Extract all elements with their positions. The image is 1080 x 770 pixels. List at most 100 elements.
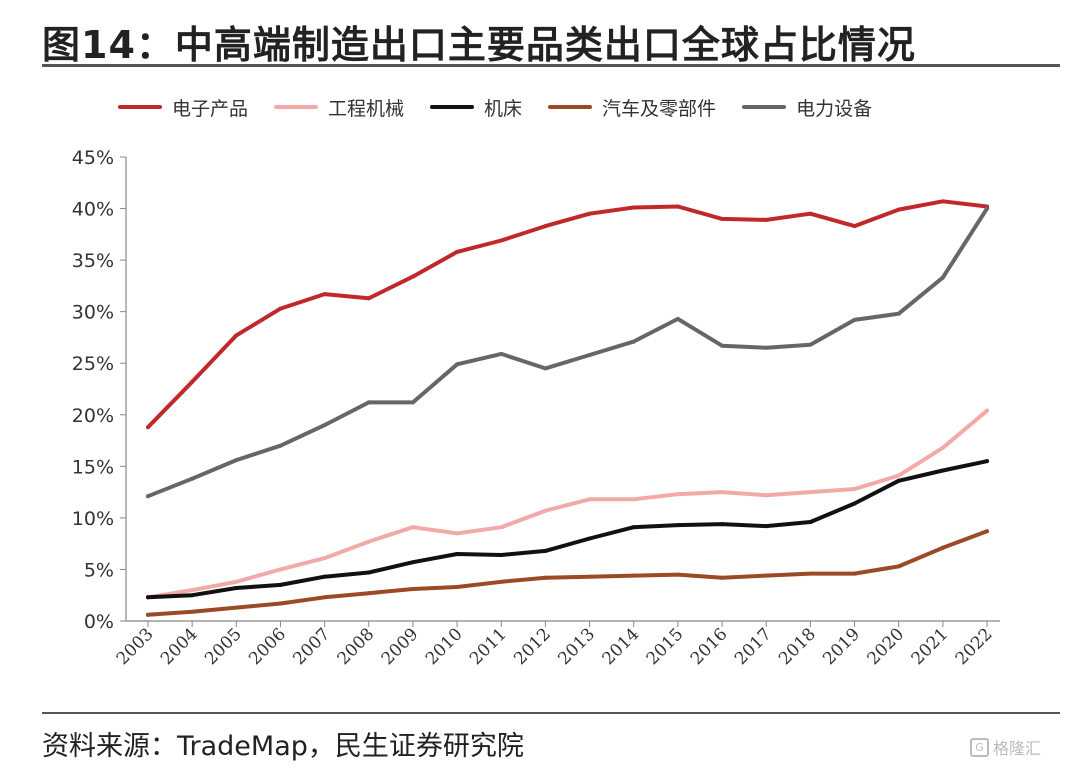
data-point [234, 333, 239, 338]
data-point [278, 306, 283, 311]
data-point [278, 601, 283, 606]
x-tick-label: 2014 [599, 624, 644, 669]
data-point [764, 524, 769, 529]
watermark: G 格隆汇 [970, 735, 1041, 759]
data-point [896, 207, 901, 212]
footer-divider [42, 712, 1060, 714]
data-point [543, 224, 548, 229]
data-point [499, 351, 504, 356]
data-point [631, 339, 636, 344]
series-line-2 [146, 408, 989, 600]
y-tick-label: 45% [72, 147, 114, 169]
legend-label: 电力设备 [796, 97, 873, 120]
y-tick-label: 30% [72, 302, 114, 324]
x-tick-label: 2018 [775, 624, 820, 669]
y-tick-label: 35% [72, 250, 114, 272]
data-point [146, 595, 150, 600]
x-tick-label: 2015 [643, 624, 688, 669]
data-point [190, 379, 195, 384]
data-point [631, 205, 636, 210]
data-point [675, 316, 680, 321]
data-point [985, 459, 989, 464]
legend-item: 电子产品 [118, 94, 248, 121]
data-point [455, 584, 460, 589]
data-point [764, 493, 769, 498]
data-point [985, 529, 989, 534]
data-point [543, 575, 548, 580]
chart-legend: 电子产品 工程机械 机床 汽车及零部件 电力设备 [118, 92, 898, 122]
x-tick-label: 2009 [378, 624, 423, 669]
data-point [587, 574, 592, 579]
data-point [720, 522, 725, 527]
legend-label: 机床 [484, 97, 523, 120]
data-point [146, 425, 150, 430]
data-point [499, 553, 504, 558]
data-point [896, 478, 901, 483]
data-point [190, 476, 195, 481]
x-tick-label: 2020 [863, 624, 908, 669]
y-tick-label: 10% [72, 508, 114, 530]
data-point [543, 548, 548, 553]
data-point [587, 536, 592, 541]
data-point [190, 588, 195, 593]
data-point [985, 408, 989, 413]
y-tick-label: 15% [72, 456, 114, 478]
data-point [278, 582, 283, 587]
data-point [808, 571, 813, 576]
data-point [543, 508, 548, 513]
data-point [940, 199, 945, 204]
legend-label: 汽车及零部件 [602, 97, 717, 120]
x-tick-label: 2004 [157, 624, 202, 669]
data-point [764, 345, 769, 350]
legend-swatch [742, 105, 787, 109]
data-point [631, 573, 636, 578]
data-point [720, 343, 725, 348]
x-tick-label: 2022 [952, 624, 997, 669]
data-point [146, 612, 150, 617]
chart-title: 图14：中高端制造出口主要品类出口全球占比情况 [42, 23, 916, 67]
data-point [940, 468, 945, 473]
data-point [631, 525, 636, 530]
data-point [190, 593, 195, 598]
legend-label: 工程机械 [328, 97, 405, 120]
data-point [852, 501, 857, 506]
data-point [410, 560, 415, 565]
legend-swatch [430, 105, 475, 109]
data-point [808, 211, 813, 216]
data-point [366, 570, 371, 575]
y-tick-label: 20% [72, 405, 114, 427]
x-tick-label: 2006 [245, 624, 290, 669]
data-point [234, 579, 239, 584]
x-tick-label: 2005 [201, 624, 246, 669]
data-point [675, 572, 680, 577]
data-point [675, 204, 680, 209]
data-point [455, 551, 460, 556]
data-point [366, 400, 371, 405]
data-point [985, 206, 989, 211]
data-point [410, 400, 415, 405]
data-point [896, 564, 901, 569]
data-point [808, 490, 813, 495]
data-point [543, 366, 548, 371]
data-point [720, 575, 725, 580]
legend-item: 汽车及零部件 [548, 94, 716, 121]
x-tick-label: 2007 [289, 624, 334, 669]
data-point [499, 579, 504, 584]
data-point [234, 458, 239, 463]
data-point [366, 591, 371, 596]
y-tick-label: 5% [84, 559, 114, 581]
legend-item: 电力设备 [742, 94, 872, 121]
legend-swatch [548, 105, 593, 109]
series-line-3 [146, 459, 989, 600]
y-tick-label: 25% [72, 353, 114, 375]
data-point [234, 586, 239, 591]
data-point [587, 497, 592, 502]
data-point [720, 216, 725, 221]
data-point [896, 473, 901, 478]
data-point [146, 494, 150, 499]
x-tick-label: 2019 [819, 624, 864, 669]
x-tick-label: 2010 [422, 624, 467, 669]
x-tick-label: 2013 [554, 624, 599, 669]
data-point [720, 490, 725, 495]
data-point [852, 317, 857, 322]
